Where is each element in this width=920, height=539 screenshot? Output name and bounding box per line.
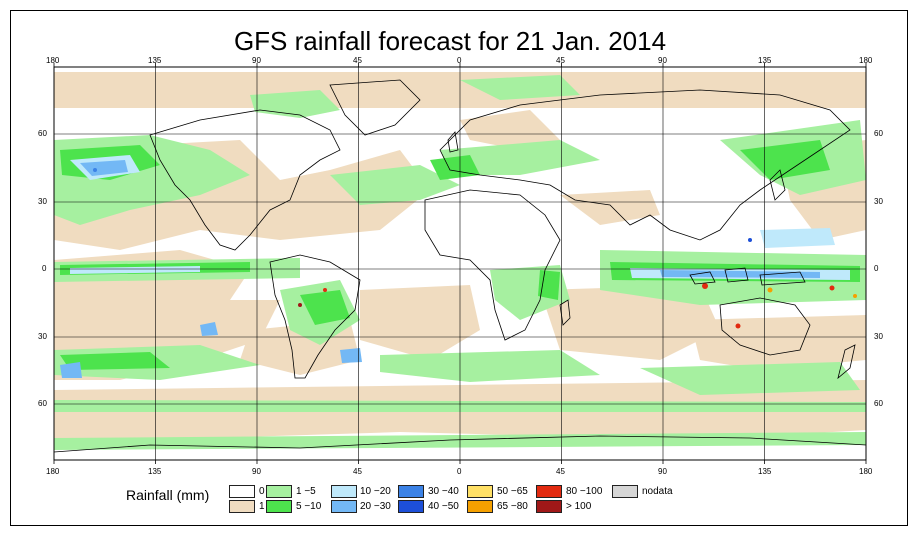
legend-swatch-8: [467, 485, 493, 498]
legend-swatch-6: [398, 485, 424, 498]
legend-swatch-10: [536, 485, 562, 498]
legend-swatch-1: [229, 500, 255, 513]
lon-tick-top: 45: [353, 56, 362, 65]
rain-20-30mm-areas: [60, 160, 820, 378]
lon-tick-bottom: 45: [556, 467, 565, 476]
legend-label-6: 30 −40: [428, 486, 459, 497]
lat-tick-right: 60: [874, 129, 883, 138]
legend-label-9: 65 −80: [497, 501, 528, 512]
rain-heavy-spots: [93, 168, 857, 329]
graticule: [54, 67, 866, 460]
lon-tick-bottom: 180: [46, 467, 60, 476]
legend-label-12: nodata: [642, 486, 673, 497]
legend-label-0: 0: [259, 486, 265, 497]
lon-tick-bottom: 135: [758, 467, 772, 476]
legend-label-3: 5 −10: [296, 501, 322, 512]
lat-tick-right: 30: [874, 197, 883, 206]
lon-tick-bottom: 90: [658, 467, 667, 476]
lon-tick-bottom: 45: [353, 467, 362, 476]
lon-tick-bottom: 180: [859, 467, 873, 476]
lat-tick-left: 30: [38, 197, 47, 206]
lon-tick-top: 90: [252, 56, 261, 65]
lon-tick-top: 90: [658, 56, 667, 65]
legend-label-4: 10 −20: [360, 486, 391, 497]
figure-frame: [10, 10, 908, 526]
lon-tick-bottom: 90: [252, 467, 261, 476]
lat-tick-left: 30: [38, 332, 47, 341]
lon-tick-top: 180: [46, 56, 60, 65]
legend-swatch-11: [536, 500, 562, 513]
lon-tick-top: 45: [556, 56, 565, 65]
legend-label-5: 20 −30: [360, 501, 391, 512]
legend-swatch-5: [331, 500, 357, 513]
lon-tick-top: 0: [457, 56, 462, 65]
legend-label-7: 40 −50: [428, 501, 459, 512]
legend-label-11: > 100: [566, 501, 592, 512]
legend-swatch-4: [331, 485, 357, 498]
legend-label-8: 50 −65: [497, 486, 528, 497]
legend-swatch-7: [398, 500, 424, 513]
legend-title: Rainfall (mm): [126, 487, 210, 503]
legend-label-1: 1: [259, 501, 265, 512]
legend-swatch-0: [229, 485, 255, 498]
legend-swatch-9: [467, 500, 493, 513]
lon-tick-top: 135: [758, 56, 772, 65]
legend-swatch-12: [612, 485, 638, 498]
legend-swatch-3: [266, 500, 292, 513]
legend-swatch-2: [266, 485, 292, 498]
lon-tick-top: 180: [859, 56, 873, 65]
legend-label-2: 1 −5: [296, 486, 316, 497]
lon-tick-bottom: 0: [457, 467, 462, 476]
lat-tick-left: 60: [38, 129, 47, 138]
lat-tick-left: 0: [42, 264, 47, 273]
lon-tick-bottom: 135: [148, 467, 162, 476]
legend-label-10: 80 −100: [566, 486, 603, 497]
map-title: GFS rainfall forecast for 21 Jan. 2014: [233, 26, 667, 56]
lon-tick-top: 135: [148, 56, 162, 65]
lat-tick-right: 60: [874, 399, 883, 408]
lat-tick-left: 60: [38, 399, 47, 408]
lat-tick-right: 30: [874, 332, 883, 341]
coastlines: [54, 79, 866, 453]
lat-tick-right: 0: [874, 264, 879, 273]
tick-marks: [53, 63, 867, 464]
